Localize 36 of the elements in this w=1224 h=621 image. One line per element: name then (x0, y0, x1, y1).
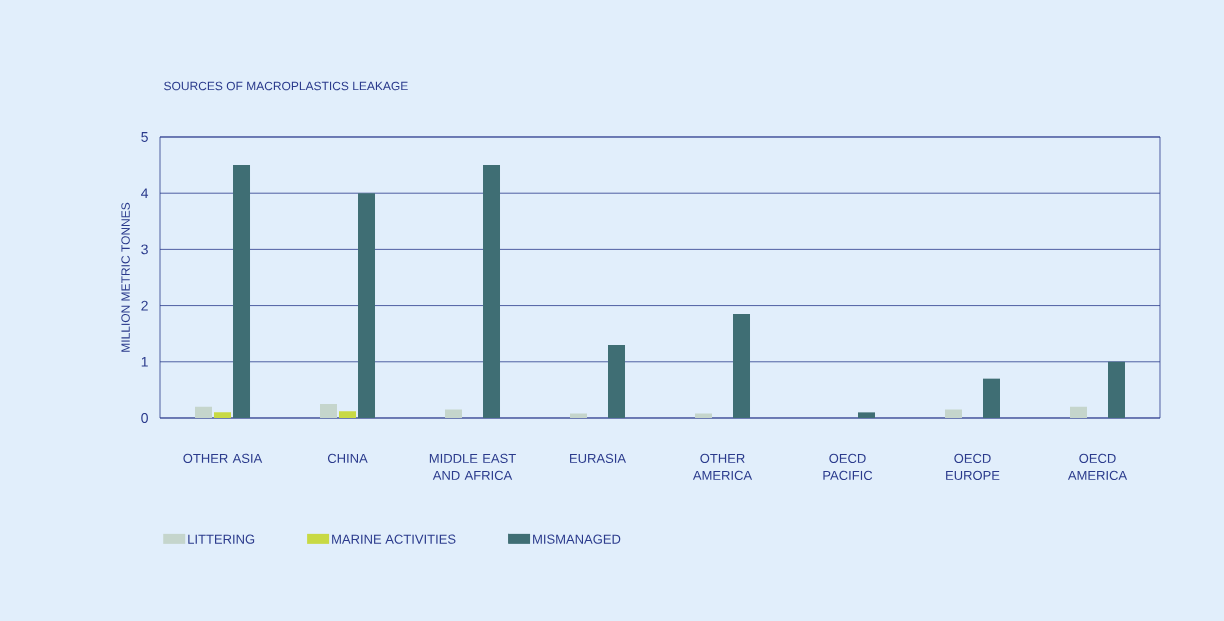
bar (320, 403, 338, 418)
chart-title: SOURCES OF MACROPLASTICS LEAKAGE (164, 81, 408, 91)
bar (233, 165, 251, 418)
x-tick-label: OECD AMERICA (1067, 453, 1128, 480)
bar (1108, 361, 1125, 418)
bar (858, 412, 875, 418)
x-tick-label: CHINA (327, 453, 368, 463)
y-tick-label: 4 (141, 188, 149, 199)
bar (733, 314, 750, 418)
bar (608, 344, 626, 418)
y-tick-label: 0 (141, 413, 148, 423)
legend-label: LITTERING (188, 534, 255, 544)
bar (445, 409, 463, 418)
y-tick-label: 2 (141, 300, 148, 311)
bar (483, 165, 501, 418)
y-tick-label: 5 (141, 132, 148, 142)
x-tick-label: MIDDLE EAST AND AFRICA (429, 453, 516, 480)
x-tick-label: OECD EUROPE (946, 453, 1000, 480)
y-tick-label: 3 (141, 244, 148, 255)
y-axis-title: MILLION METRIC TONNES (121, 202, 130, 352)
bar (339, 411, 357, 418)
bar (358, 193, 376, 418)
bar (570, 413, 587, 418)
y-tick-label: 1 (141, 356, 148, 367)
x-tick-label: OTHER AMERICA (692, 453, 753, 480)
legend-label: MARINE ACTIVITIES (332, 534, 456, 544)
bar (1070, 406, 1087, 418)
x-tick-label: EURASIA (570, 453, 627, 463)
x-tick-label: OECD PACIFIC (823, 453, 873, 480)
bar (983, 378, 1000, 418)
x-tick-label: OTHER ASIA (183, 453, 263, 463)
bar (945, 409, 962, 418)
bar (695, 413, 712, 418)
legend-label: MISMANAGED (533, 534, 621, 544)
bar (195, 406, 213, 418)
bar (214, 412, 232, 418)
